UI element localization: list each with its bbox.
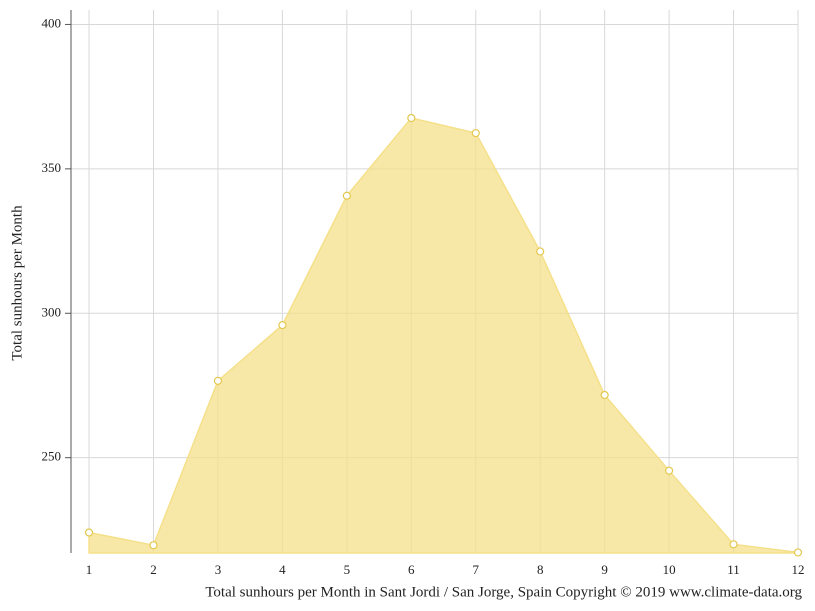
point [213, 376, 223, 385]
point [84, 528, 94, 537]
chart-title: Total sunhours per Month in Sant Jordi /… [205, 584, 802, 600]
x-tick-label: 2 [150, 562, 157, 577]
x-tick-label: 12 [792, 562, 805, 577]
x-tick-label: 6 [408, 562, 415, 577]
x-tick-label: 3 [215, 562, 222, 577]
y-tick-label: 400 [42, 15, 62, 30]
x-tick-label: 1 [86, 562, 93, 577]
y-tick-label: 350 [42, 160, 62, 175]
area [88, 117, 799, 554]
point [536, 247, 545, 256]
x-tick-label: 5 [344, 562, 351, 577]
point [407, 113, 416, 123]
x-tick-label: 8 [537, 562, 544, 577]
x-tick-label: 11 [727, 562, 740, 577]
point [278, 321, 287, 330]
point [664, 466, 674, 475]
point [149, 541, 158, 550]
y-tick-label: 300 [42, 304, 62, 319]
point [342, 191, 351, 200]
point [729, 540, 738, 549]
point [793, 548, 803, 557]
x-tick-label: 7 [472, 562, 479, 577]
y-axis-label: Total sunhours per Month [9, 205, 25, 361]
point [471, 128, 480, 138]
point [600, 390, 609, 400]
x-tick-label: 4 [279, 562, 286, 577]
x-tick-label: 9 [601, 562, 608, 577]
y-tick-label: 250 [42, 449, 62, 464]
x-tick-label: 10 [663, 562, 676, 577]
